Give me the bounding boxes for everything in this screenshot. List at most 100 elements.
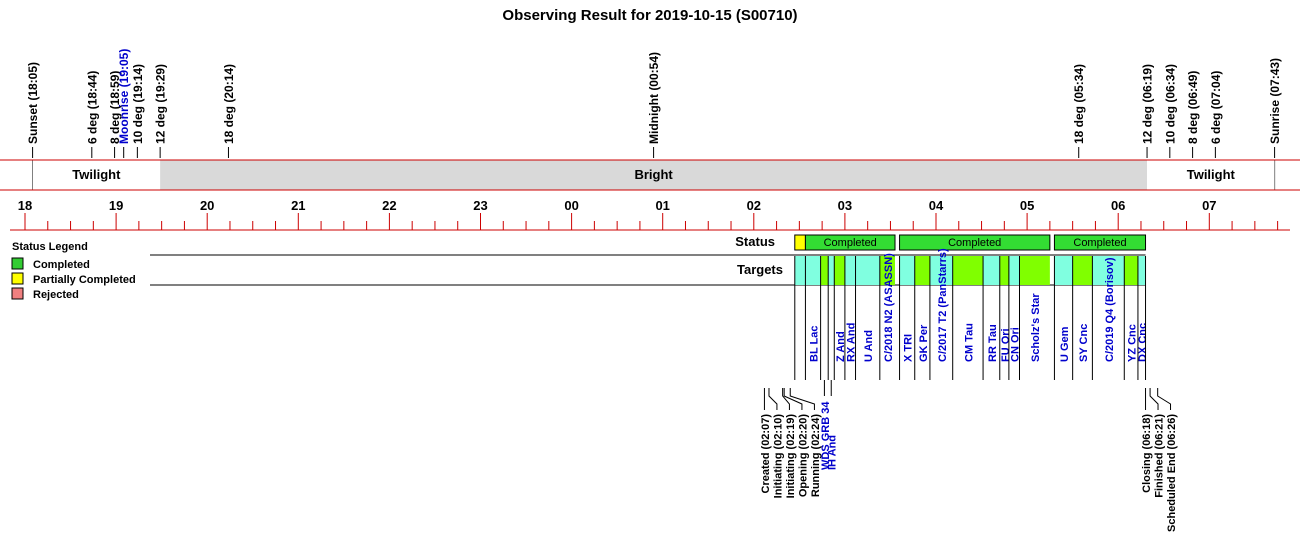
target-label: SY Cnc [1078,324,1090,362]
sky-marker-label: Moonrise (19:05) [117,49,131,144]
status-segment [1053,234,1147,251]
status-legend: Status Legend Completed Partially Complete… [11,241,136,301]
sky-marker-label: 8 deg (06:49) [1186,71,1200,144]
legend-item-label: Completed [33,259,90,271]
status-segment-label: Completed [824,237,877,249]
legend-title: Status Legend [12,241,88,253]
chart-title: Observing Result for 2019-10-15 (S00710) [502,7,797,24]
target-label: Scholz's Star [1030,293,1042,362]
target-label: BL Lac [809,326,821,362]
target-block [828,256,835,285]
status-segment [899,234,1051,251]
hour-tick-label: 01 [655,198,669,213]
target-block [1054,256,1073,285]
target-label: C/2017 T2 (PanStarrs) [937,248,949,362]
time-axis: 18 19 20 21 22 23 00 01 02 03 04 05 06 07 [10,198,1290,231]
legend-swatch [11,287,24,300]
hour-tick-label: 22 [382,198,396,213]
sky-periods: Twilight Bright Twilight [0,159,1300,191]
event-leader-line [783,388,803,410]
target-block [1124,256,1138,285]
sky-marker-label: 10 deg (19:14) [131,64,145,144]
status-segment-label: Completed [948,237,1001,249]
legend-item-label: Rejected [33,289,79,301]
sky-period-band [160,160,1148,190]
hour-tick-label: 04 [929,198,944,213]
event-leader-line [768,388,778,410]
target-label: CN Ori [1010,327,1022,362]
target-block [844,256,856,285]
target-label: X TRI [903,334,915,362]
target-block [879,256,896,285]
target-block [1137,256,1146,285]
target-label: U And [863,330,875,362]
status-row-label: Status [735,234,775,249]
target-block [794,256,806,285]
target-block [820,256,829,285]
sky-period-label: Bright [634,167,673,182]
target-label: CM Tau [963,323,975,362]
event-leader-line [1157,388,1172,410]
target-label: WDS GRB 34 [820,401,832,470]
sky-period-band [32,160,161,190]
sky-period-label: Twilight [1187,167,1236,182]
target-block [1008,256,1020,285]
status-segment-label: Completed [1073,237,1126,249]
event-label: Opening (02:20) [797,414,809,497]
target-block [1019,256,1050,285]
event-label: Created (02:07) [760,414,772,494]
event-labels: Created (02:07) Initiating (02:10) Initiat… [760,388,1178,532]
target-block [855,256,880,285]
target-label: RX And [846,323,858,362]
sky-marker-label: 18 deg (20:14) [222,64,236,144]
event-leader-line [1149,388,1159,410]
target-block [914,256,930,285]
hour-tick-label: 00 [564,198,578,213]
target-label: RR Tau [987,324,999,362]
sky-markers: Sunset (18:05) 6 deg (18:44) 8 deg (18:59)… [26,49,1282,190]
sky-marker-label: 8 deg (18:59) [108,71,122,144]
sky-marker-label: 10 deg (06:34) [1163,64,1177,144]
target-label: C/2019 Q4 (Borisov) [1104,257,1116,362]
legend-swatch [11,257,24,270]
sky-marker-label: Midnight (00:54) [647,52,661,144]
target-block [929,256,953,285]
sky-marker-label: Sunrise (07:43) [1268,58,1282,144]
target-block [952,256,984,285]
event-leader-line [789,388,815,410]
sky-marker-label: 6 deg (07:04) [1209,71,1223,144]
target-block [805,256,821,285]
target-block [983,256,1000,285]
schedule-rows: Status Targets Completed Completed Completed [150,234,1147,286]
hour-tick-label: 05 [1020,198,1034,213]
hour-tick-label: 19 [109,198,123,213]
hour-tick-label: 20 [200,198,214,213]
legend-item-label: Partially Completed [33,274,136,286]
target-label: U Gem [1059,326,1071,362]
sky-marker-label: 12 deg (06:19) [1141,64,1155,144]
sky-period-band [1147,160,1275,190]
event-label: Closing (06:18) [1141,414,1153,493]
sky-marker-label: 6 deg (18:44) [85,71,99,144]
hour-tick-label: 03 [838,198,852,213]
target-block [1092,256,1125,285]
sky-marker-label: 18 deg (05:34) [1072,64,1086,144]
target-label: GK Per [918,324,930,362]
target-block [834,256,845,285]
target-label: C/2018 N2 (ASASSN) [883,253,895,362]
target-label: YZ Cnc [1127,324,1139,362]
target-block [1072,256,1093,285]
legend-swatch [11,272,24,285]
target-block [899,256,915,285]
status-segment [794,234,806,251]
event-label: Finished (06:21) [1154,414,1166,498]
sky-period-label: Twilight [72,167,121,182]
target-block [999,256,1009,285]
event-leader-line [782,388,790,410]
event-label: Initiating (02:19) [785,414,797,499]
status-segment [804,234,896,251]
targets-row-label: Targets [737,262,783,277]
target-label: Z And [835,331,847,362]
